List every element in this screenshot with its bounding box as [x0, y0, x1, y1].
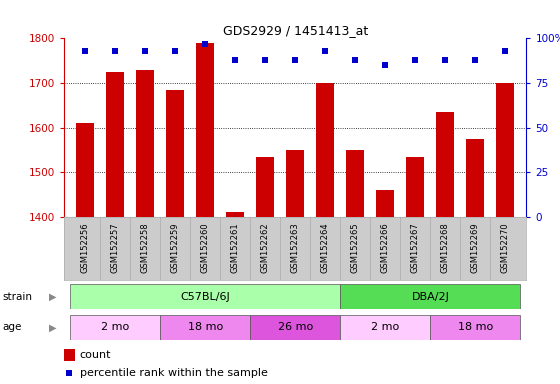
Text: ▶: ▶ [49, 291, 57, 302]
Point [381, 62, 390, 68]
Point [411, 57, 420, 63]
Text: 26 mo: 26 mo [278, 322, 313, 333]
Point [261, 57, 270, 63]
Text: C57BL/6J: C57BL/6J [180, 291, 230, 302]
Bar [286, 150, 305, 217]
Bar [347, 150, 365, 217]
Bar [64, 349, 74, 361]
Bar [226, 212, 244, 217]
Bar [407, 157, 424, 217]
Point [201, 41, 210, 47]
Point [231, 57, 240, 63]
Point [471, 57, 480, 63]
Text: strain: strain [3, 291, 33, 302]
Point [141, 48, 150, 54]
Text: GSM152267: GSM152267 [411, 222, 420, 273]
Point [321, 48, 330, 54]
Bar [376, 190, 394, 217]
Text: GSM152270: GSM152270 [501, 222, 510, 273]
Bar [466, 139, 484, 217]
Text: 18 mo: 18 mo [188, 322, 223, 333]
Point [351, 57, 360, 63]
Point [171, 48, 180, 54]
Text: 18 mo: 18 mo [458, 322, 493, 333]
Bar [106, 72, 124, 217]
Bar [340, 284, 520, 309]
Bar [166, 90, 184, 217]
Bar [137, 70, 155, 217]
Text: GSM152268: GSM152268 [441, 222, 450, 273]
Text: GSM152264: GSM152264 [321, 222, 330, 273]
Text: GSM152261: GSM152261 [231, 222, 240, 273]
Text: GSM152269: GSM152269 [471, 222, 480, 273]
Text: DBA/2J: DBA/2J [412, 291, 449, 302]
Bar [256, 157, 274, 217]
Text: age: age [3, 322, 22, 333]
Text: GSM152257: GSM152257 [111, 222, 120, 273]
Text: GSM152258: GSM152258 [141, 222, 150, 273]
Text: 2 mo: 2 mo [371, 322, 399, 333]
Bar [71, 284, 340, 309]
Point [337, 291, 346, 297]
Bar [431, 315, 520, 340]
Text: GSM152260: GSM152260 [201, 222, 210, 273]
Bar [160, 315, 250, 340]
Text: ▶: ▶ [49, 322, 57, 333]
Bar [340, 315, 431, 340]
Point [291, 57, 300, 63]
Text: GSM152265: GSM152265 [351, 222, 360, 273]
Point [111, 48, 120, 54]
Point [441, 57, 450, 63]
Bar [197, 43, 214, 217]
Text: GSM152263: GSM152263 [291, 222, 300, 273]
Text: 2 mo: 2 mo [101, 322, 129, 333]
Title: GDS2929 / 1451413_at: GDS2929 / 1451413_at [223, 24, 368, 37]
Text: count: count [80, 350, 111, 360]
Bar [316, 83, 334, 217]
Text: percentile rank within the sample: percentile rank within the sample [80, 367, 268, 377]
Bar [71, 315, 160, 340]
Bar [496, 83, 515, 217]
Text: GSM152256: GSM152256 [81, 222, 90, 273]
Text: GSM152262: GSM152262 [261, 222, 270, 273]
Point [81, 48, 90, 54]
Text: GSM152259: GSM152259 [171, 222, 180, 273]
Text: GSM152266: GSM152266 [381, 222, 390, 273]
Bar [76, 123, 95, 217]
Bar [250, 315, 340, 340]
Bar [436, 112, 454, 217]
Point [501, 48, 510, 54]
